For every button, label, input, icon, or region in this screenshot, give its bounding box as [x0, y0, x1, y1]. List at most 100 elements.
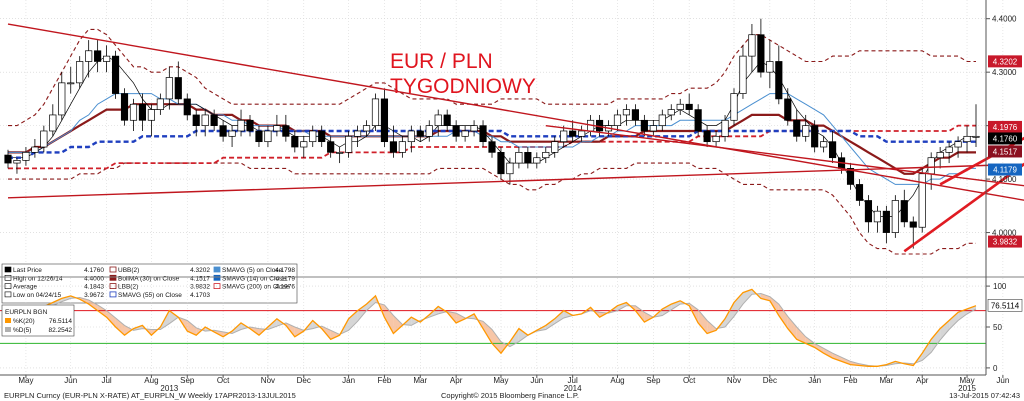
legend-swatch: [109, 274, 117, 281]
osc-fill-area: [922, 339, 932, 361]
candle-body: [183, 98, 191, 116]
candle-body: [873, 210, 881, 223]
candle-body: [954, 141, 962, 148]
footer-center: Copyright© 2015 Bloomberg Finance L.P.: [441, 391, 579, 400]
bollinger-upper-band: [8, 28, 976, 127]
candle-body: [201, 114, 209, 126]
candle-body: [120, 93, 129, 121]
price-badge-label: 4.1179: [993, 166, 1017, 175]
month-label: Apr: [450, 376, 463, 385]
candle-body: [255, 130, 263, 143]
footer-left: EURPLN Curncy (EUR-PLN X-RATE) AT_EURPLN…: [4, 391, 296, 400]
month-label: Jul: [101, 376, 111, 385]
osc-fill-area: [742, 289, 752, 305]
legend-frame: [1, 263, 298, 304]
footer-right: 13-Jul-2015 07:42:43: [949, 391, 1020, 400]
month-label: Dec: [297, 376, 311, 385]
legend-label: Low on 04/24/15: [13, 292, 61, 299]
candle-body: [452, 125, 460, 137]
legend-swatch: [4, 266, 12, 273]
candle-body: [578, 130, 586, 137]
candle-body: [820, 141, 828, 148]
osc-tick-label: 100: [993, 282, 1007, 291]
candle-body: [488, 141, 496, 153]
candle-body: [380, 98, 389, 143]
candle-body: [49, 114, 57, 132]
osc-fill-area: [52, 298, 62, 306]
candle-body: [111, 55, 120, 94]
candle-body: [237, 119, 245, 132]
price-badge-background: [988, 145, 1022, 158]
legend-value: 4.1976: [275, 284, 295, 291]
month-label: Oct: [683, 376, 696, 385]
candle-body: [658, 114, 666, 126]
oscillator-legend: EURPLN BGN %K(20) 76.5114 %D(5) 82.2542: [1, 304, 75, 337]
candle-body: [569, 130, 577, 137]
osc-badge-background: [987, 299, 1023, 312]
osc-fill-area: [967, 305, 976, 314]
osc-fill-area: [483, 321, 492, 344]
trendline-dlugoterminowa-linia-oporu: [7, 23, 1024, 201]
candle-body: [497, 152, 505, 175]
candle-body: [855, 184, 864, 201]
candle-body: [685, 103, 693, 110]
candle-body: [676, 103, 684, 110]
legend-label: Last Price: [13, 267, 42, 274]
osc-fill-area: [518, 328, 528, 342]
osc-fill-area: [500, 341, 510, 354]
osc-fill-area: [805, 336, 815, 348]
candle-body: [963, 135, 971, 143]
osc-fill-area: [725, 302, 734, 327]
candle-body: [793, 119, 801, 137]
month-label: Aug: [610, 376, 624, 385]
price-tick-label: 4.3000: [992, 68, 1017, 77]
price-badge-background: [988, 163, 1022, 176]
legend-label: SMAVG (200) on Close: [222, 284, 290, 291]
legend-value: 4.1798: [275, 267, 295, 274]
candle-body: [936, 152, 944, 159]
candle-body: [416, 130, 424, 137]
osc-fill-area: [509, 328, 519, 347]
candle-body: [757, 34, 765, 73]
legend-value: 4.1760: [84, 267, 104, 274]
osc-fill-area: [796, 327, 806, 344]
legend-value: 4.1517: [190, 275, 210, 282]
price-badge-background: [988, 235, 1022, 248]
osc-fill-area: [814, 343, 824, 354]
candle-body: [766, 61, 774, 73]
osc-fill-area: [357, 304, 367, 322]
osc-fill-area: [841, 357, 851, 365]
candle-body: [407, 130, 415, 143]
osc-fill-area: [823, 348, 833, 359]
price-badge-background: [988, 120, 1022, 133]
month-label: Sep: [180, 376, 195, 385]
month-label: Mar: [413, 376, 427, 385]
candle-body: [739, 55, 747, 94]
month-label: Apr: [916, 376, 929, 385]
candle-body: [515, 152, 523, 164]
price-badge-label: 4.1760: [993, 134, 1018, 143]
candle-body: [703, 130, 711, 143]
year-label: 2014: [564, 384, 582, 393]
candle-body: [371, 98, 380, 126]
candle-body: [76, 61, 84, 84]
candle-body: [129, 103, 138, 121]
trendline-linia-wsparcia: [7, 163, 1024, 199]
legend-label: LBB(2): [118, 284, 138, 291]
candle-body: [622, 109, 631, 116]
osc-legend-frame: [1, 304, 75, 337]
year-label: 2015: [958, 384, 976, 393]
candle-body: [327, 141, 335, 153]
osc-fill-area: [348, 310, 358, 331]
candle-body: [165, 77, 173, 100]
price-badge-background: [988, 55, 1022, 68]
candle-body: [712, 135, 720, 143]
candle-body: [309, 130, 317, 143]
candle-body: [40, 130, 48, 148]
candle-body: [13, 160, 21, 164]
year-label: 2013: [160, 384, 178, 393]
price-badge-label: 4.1976: [993, 123, 1018, 132]
price-legend: Last Price 4.1760 High on 12/26/14 4.4000 Av…: [1, 263, 298, 304]
candle-body: [291, 135, 299, 148]
